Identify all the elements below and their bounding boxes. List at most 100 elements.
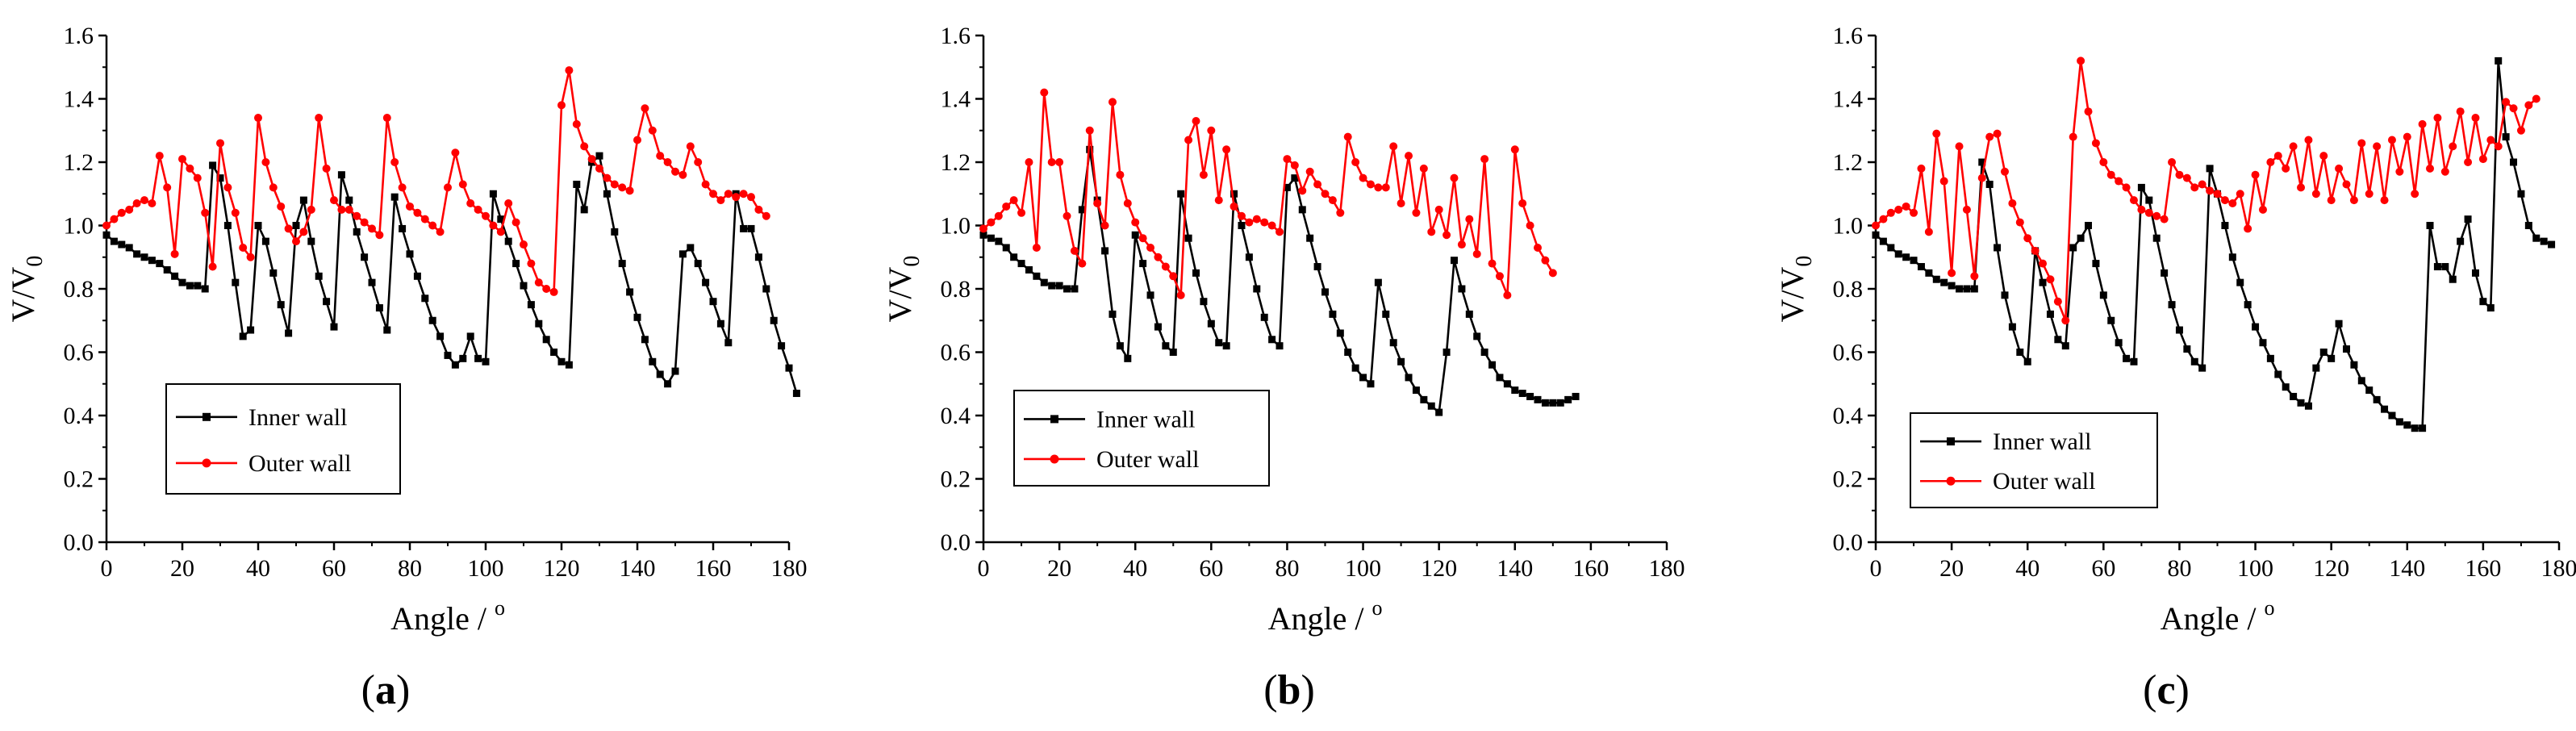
- data-point-outer-wall: [1518, 199, 1527, 208]
- data-point-inner-wall: [1963, 285, 1971, 293]
- y-axis-title-subscript: 0: [1792, 256, 1817, 267]
- data-point-outer-wall: [2258, 205, 2267, 214]
- data-point-outer-wall: [337, 205, 346, 214]
- data-point-outer-wall: [2144, 208, 2153, 217]
- data-point-outer-wall: [1359, 173, 1367, 182]
- data-point-outer-wall: [1977, 173, 1986, 182]
- legend-label-inner-wall: Inner wall: [248, 404, 347, 431]
- data-point-outer-wall: [1176, 290, 1185, 299]
- data-point-inner-wall: [118, 240, 126, 249]
- data-point-inner-wall: [1420, 395, 1428, 403]
- data-point-outer-wall: [382, 114, 391, 123]
- data-point-inner-wall: [2540, 237, 2548, 245]
- data-point-outer-wall: [1541, 256, 1550, 265]
- data-point-outer-wall: [2015, 218, 2024, 227]
- data-point-outer-wall: [1214, 196, 1223, 205]
- data-point-inner-wall: [1549, 399, 1557, 407]
- data-point-outer-wall: [2516, 126, 2525, 135]
- y-tick-label: 1.0: [64, 213, 94, 240]
- data-point-inner-wall: [2411, 424, 2419, 432]
- data-point-inner-wall: [1902, 253, 1910, 261]
- data-point-inner-wall: [2023, 357, 2031, 366]
- legend-marker-inner-wall: [1050, 415, 1058, 424]
- data-point-inner-wall: [474, 354, 482, 362]
- data-point-inner-wall: [1442, 349, 1451, 356]
- data-point-inner-wall: [2228, 253, 2236, 261]
- data-point-inner-wall: [1154, 323, 1162, 331]
- data-point-inner-wall: [573, 180, 581, 188]
- data-point-outer-wall: [527, 259, 536, 268]
- data-point-outer-wall: [1290, 161, 1299, 169]
- data-point-outer-wall: [1230, 202, 1238, 211]
- data-point-inner-wall: [2092, 260, 2100, 268]
- data-point-outer-wall: [747, 193, 755, 202]
- data-point-outer-wall: [201, 208, 210, 217]
- panel-label: (a): [361, 667, 411, 713]
- legend-label-outer-wall: Outer wall: [1096, 446, 1199, 473]
- y-axis-title-subscript: 0: [900, 256, 925, 267]
- data-point-inner-wall: [1139, 260, 1147, 268]
- y-tick-label: 0.8: [1833, 276, 1864, 303]
- data-point-outer-wall: [2319, 152, 2328, 161]
- data-point-inner-wall: [254, 222, 262, 229]
- y-axis-title: V/V0: [882, 256, 925, 323]
- data-point-outer-wall: [261, 158, 270, 166]
- data-point-inner-wall: [375, 304, 383, 312]
- x-axis-title: Angle / o: [390, 596, 505, 637]
- data-point-inner-wall: [1397, 357, 1405, 366]
- data-point-outer-wall: [2478, 155, 2487, 164]
- data-point-outer-wall: [102, 221, 111, 230]
- data-point-outer-wall: [2137, 205, 2146, 214]
- data-point-inner-wall: [140, 253, 148, 261]
- data-point-inner-wall: [148, 257, 156, 265]
- data-point-outer-wall: [1298, 186, 1307, 195]
- data-point-inner-wall: [428, 316, 436, 324]
- data-point-outer-wall: [1131, 218, 1140, 227]
- data-point-outer-wall: [1093, 199, 1102, 208]
- data-point-outer-wall: [1917, 164, 1926, 173]
- data-point-inner-wall: [1033, 272, 1041, 280]
- y-tick-label: 0.2: [1833, 466, 1864, 493]
- data-point-inner-wall: [1382, 310, 1390, 318]
- data-point-outer-wall: [1192, 116, 1200, 125]
- data-point-inner-wall: [2457, 237, 2465, 245]
- data-point-outer-wall: [1207, 126, 1216, 135]
- data-point-inner-wall: [421, 294, 429, 303]
- series-outer-wall: [102, 66, 770, 296]
- data-point-inner-wall: [1887, 244, 1895, 252]
- data-point-outer-wall: [1336, 208, 1345, 217]
- data-point-inner-wall: [2449, 275, 2457, 283]
- data-point-inner-wall: [1994, 244, 2002, 252]
- data-point-outer-wall: [565, 66, 574, 75]
- series-line-outer-wall: [1875, 60, 2537, 322]
- data-point-outer-wall: [1305, 167, 1314, 176]
- data-point-inner-wall: [2244, 301, 2252, 309]
- data-point-outer-wall: [223, 183, 232, 192]
- data-point-inner-wall: [792, 390, 800, 398]
- data-point-outer-wall: [1328, 196, 1337, 205]
- data-point-inner-wall: [2328, 354, 2336, 362]
- data-point-inner-wall: [995, 237, 1003, 245]
- data-point-inner-wall: [2008, 323, 2016, 331]
- data-point-inner-wall: [110, 237, 118, 245]
- data-point-outer-wall: [2129, 196, 2138, 205]
- data-point-inner-wall: [1002, 244, 1010, 252]
- panel-label-letter: b: [1278, 667, 1301, 713]
- data-point-outer-wall: [2198, 180, 2207, 189]
- data-point-outer-wall: [1032, 243, 1041, 252]
- data-point-inner-wall: [656, 370, 664, 378]
- data-point-outer-wall: [2273, 152, 2282, 161]
- data-point-outer-wall: [2373, 142, 2382, 151]
- data-point-inner-wall: [2085, 222, 2093, 229]
- data-point-inner-wall: [542, 336, 550, 344]
- data-point-outer-wall: [694, 158, 703, 166]
- data-point-inner-wall: [1450, 257, 1458, 265]
- data-point-outer-wall: [1321, 190, 1330, 198]
- chart-panel-b: 0.0 0.2 0.4 0.6 0.8 1.0 1.2 1.4 1.6 0 20 40 60 80 100 1…: [882, 23, 1685, 713]
- data-point-outer-wall: [284, 224, 293, 233]
- data-point-inner-wall: [307, 237, 315, 245]
- data-point-outer-wall: [1313, 180, 1322, 189]
- y-tick-label: 1.6: [1833, 23, 1864, 49]
- data-point-inner-wall: [770, 316, 778, 324]
- data-point-inner-wall: [399, 224, 407, 232]
